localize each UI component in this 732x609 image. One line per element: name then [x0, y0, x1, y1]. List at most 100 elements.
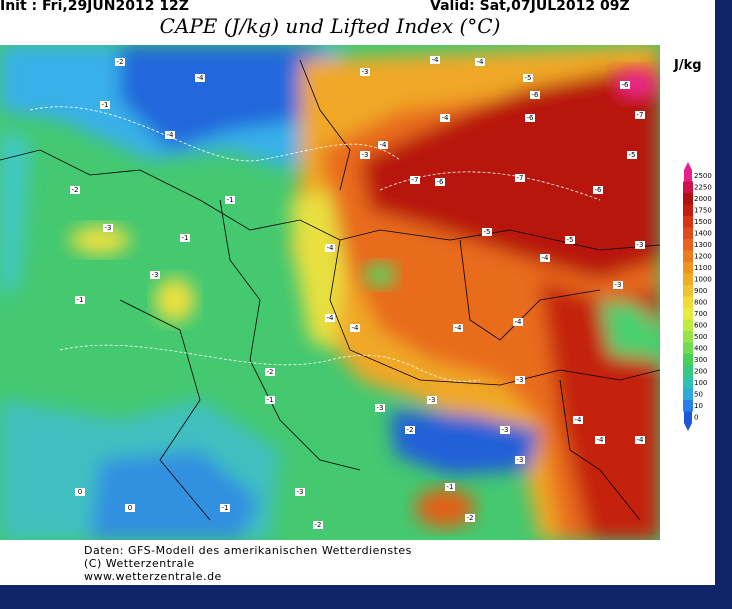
label-box: [75, 296, 85, 304]
colorbar-segment: [683, 296, 693, 308]
colorbar-segment: [683, 342, 693, 354]
li-label: -4: [637, 436, 645, 444]
label-box: [595, 436, 605, 444]
label-box: [103, 224, 113, 232]
label-box: [195, 74, 205, 82]
label-box: [635, 436, 645, 444]
label-box: [100, 101, 110, 109]
map: -2 -4 -1 -4 -3 -4 -4 -5 -6 -6 -7 -6 -4 -4 -3 -7 -6 -7 -6 -5…: [0, 45, 712, 540]
label-box: [150, 271, 160, 279]
li-label: 0: [128, 504, 132, 512]
li-label: -6: [527, 114, 535, 122]
label-box: [620, 81, 630, 89]
label-box: [225, 196, 235, 204]
li-label: -3: [429, 396, 436, 404]
li-label: -5: [484, 228, 491, 236]
label-box: [115, 58, 125, 66]
colorbar-segment: [683, 365, 693, 377]
colorbar-tick-label: 1400: [694, 229, 712, 237]
label-box: [523, 74, 533, 82]
label-box: [427, 396, 437, 404]
li-label: -3: [517, 456, 524, 464]
colorbar-segment: [683, 308, 693, 320]
li-label: -6: [437, 178, 445, 186]
colorbar-segment: [683, 400, 693, 412]
colorbar-segment: [683, 239, 693, 251]
panel: Init : Fri,29JUN2012 12Z Valid: Sat,07JU…: [0, 0, 715, 585]
li-label: -5: [629, 151, 636, 159]
li-label: -3: [502, 426, 509, 434]
label-box: [180, 234, 190, 242]
colorbar-segment: [683, 250, 693, 262]
colorbar-segment: [683, 377, 693, 389]
li-label: -4: [597, 436, 605, 444]
li-label: -3: [152, 271, 159, 279]
li-label: -2: [315, 521, 322, 529]
label-box: [515, 456, 525, 464]
label-box: [360, 68, 370, 76]
li-label: -1: [102, 101, 109, 109]
colorbar-tick-label: 10: [694, 402, 703, 410]
li-label: 0: [78, 488, 82, 496]
label-box: [530, 91, 540, 99]
map-field: [0, 45, 660, 540]
label-box: [430, 56, 440, 64]
li-label: -2: [117, 58, 124, 66]
label-box: [453, 324, 463, 332]
li-label: -7: [412, 176, 419, 184]
colorbar-tick-label: 900: [694, 287, 707, 295]
colorbar-segment: [683, 262, 693, 274]
label-box: [573, 416, 583, 424]
label-box: [515, 376, 525, 384]
colorbar-segment: [683, 193, 693, 205]
label-box: [540, 254, 550, 262]
li-label: -1: [267, 396, 274, 404]
label-box: [325, 314, 335, 322]
li-label: -4: [442, 114, 450, 122]
li-label: -2: [267, 368, 274, 376]
li-label: -6: [622, 81, 630, 89]
colorbar-tick-label: 800: [694, 298, 707, 306]
li-label: -4: [575, 416, 583, 424]
colorbar-tick-label: 1500: [694, 218, 712, 226]
footer-line: www.wetterzentrale.de: [84, 570, 222, 583]
li-label: -3: [362, 151, 369, 159]
label-box: [593, 186, 603, 194]
li-label: -5: [567, 236, 574, 244]
colorbar-segment: [683, 216, 693, 228]
li-label: -3: [377, 404, 384, 412]
colorbar-tick-label: 2500: [694, 172, 712, 180]
li-label: -3: [105, 224, 112, 232]
label-box: [482, 228, 492, 236]
label-box: [565, 236, 575, 244]
colorbar-segment: [683, 285, 693, 297]
li-label: -4: [327, 244, 335, 252]
label-box: [513, 318, 523, 326]
colorbar-segment: [683, 388, 693, 400]
label-box: [295, 488, 305, 496]
label-box: [265, 368, 275, 376]
li-label: -7: [517, 174, 524, 182]
li-label: -7: [637, 111, 644, 119]
li-label: -4: [477, 58, 485, 66]
label-box: [410, 176, 420, 184]
label-box: [635, 241, 645, 249]
colorbar-tick-label: 400: [694, 344, 707, 352]
colorbar-tick-label: 500: [694, 333, 707, 341]
colorbar-tick-label: 1200: [694, 252, 712, 260]
label-box: [500, 426, 510, 434]
init-time: Init : Fri,29JUN2012 12Z: [0, 0, 189, 14]
legend-unit: J/kg: [674, 58, 702, 73]
colorbar-segment: [683, 204, 693, 216]
colorbar-tick-label: 1100: [694, 264, 712, 272]
label-box: [627, 151, 637, 159]
li-label: -3: [615, 281, 622, 289]
colorbar-tick-label: 600: [694, 321, 707, 329]
colorbar-bottom: [684, 423, 692, 431]
li-label: -4: [352, 324, 360, 332]
li-label: -1: [222, 504, 229, 512]
li-label: -6: [595, 186, 603, 194]
label-box: [70, 186, 80, 194]
label-box: [125, 504, 135, 512]
